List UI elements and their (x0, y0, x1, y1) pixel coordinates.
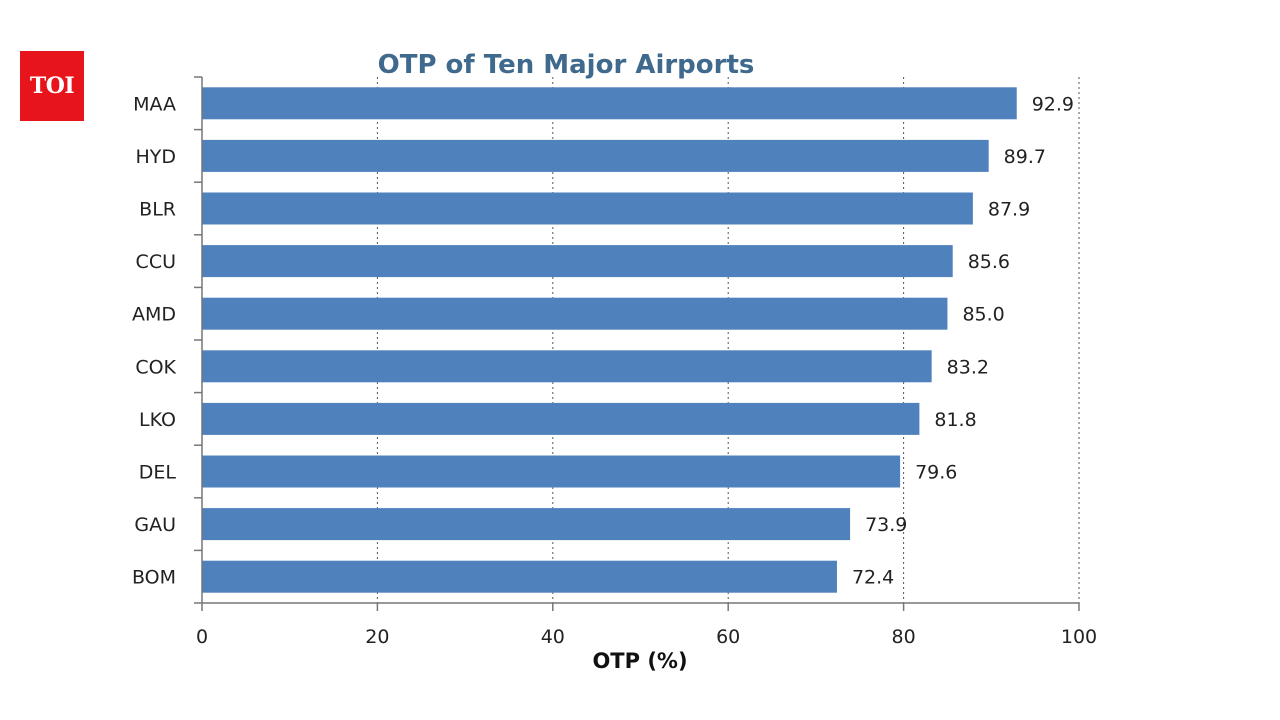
data-label: 72.4 (852, 567, 894, 589)
x-tick-label: 20 (365, 626, 389, 648)
category-label: MAA (133, 93, 176, 115)
x-axis-ticks: 0 20 40 60 80 100 (194, 76, 1097, 648)
x-tick-label: 40 (541, 626, 565, 648)
data-label: 87.9 (988, 199, 1030, 221)
bar-lko (202, 402, 920, 435)
bar-del (202, 455, 901, 488)
toi-logo-text: TOI (29, 73, 75, 99)
bar-hyd (202, 139, 989, 172)
category-labels: MAA HYD BLR CCU AMD COK LKO DEL GAU BOM (132, 93, 177, 588)
bar-bom (202, 560, 837, 593)
data-label: 85.0 (962, 304, 1004, 326)
bar-ccu (202, 245, 953, 278)
x-tick-label: 80 (892, 626, 916, 648)
data-label: 73.9 (865, 514, 907, 536)
data-label: 89.7 (1004, 146, 1046, 168)
category-label: LKO (139, 409, 176, 431)
category-label: DEL (139, 462, 177, 484)
chart-title: OTP of Ten Major Airports (378, 50, 755, 80)
data-label: 85.6 (968, 251, 1010, 273)
data-label: 83.2 (947, 356, 989, 378)
bar-cok (202, 350, 932, 383)
toi-logo: TOI (20, 51, 84, 121)
x-axis-title: OTP (%) (592, 649, 687, 673)
bar-gau (202, 508, 851, 541)
bar-maa (202, 87, 1017, 120)
x-tick-label: 0 (196, 626, 208, 648)
x-tick-label: 100 (1061, 626, 1097, 648)
data-label: 81.8 (934, 409, 976, 431)
data-label: 92.9 (1032, 93, 1074, 115)
data-labels: 92.9 89.7 87.9 85.6 85.0 83.2 81.8 79.6 73.9 72.4 (852, 93, 1074, 588)
data-label: 79.6 (915, 462, 957, 484)
category-label: BOM (132, 567, 176, 589)
category-label: COK (135, 356, 176, 378)
bar-blr (202, 192, 973, 225)
category-label: GAU (134, 514, 176, 536)
category-label: BLR (139, 199, 176, 221)
bars (202, 87, 1017, 593)
category-label: CCU (136, 251, 176, 273)
category-label: HYD (135, 146, 176, 168)
bar-amd (202, 297, 948, 330)
category-label: AMD (132, 304, 176, 326)
x-tick-label: 60 (716, 626, 740, 648)
